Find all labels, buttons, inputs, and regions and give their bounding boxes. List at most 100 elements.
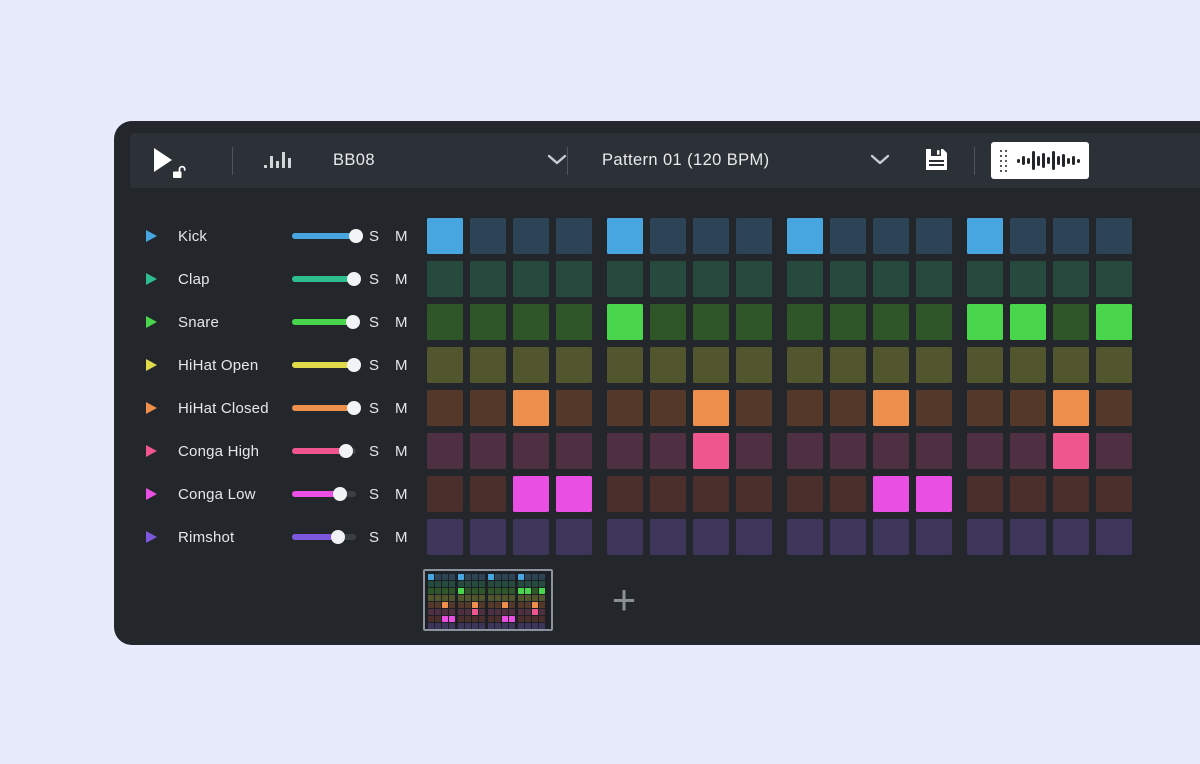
volume-thumb[interactable] xyxy=(347,358,361,372)
volume-thumb[interactable] xyxy=(331,530,345,544)
step-cell-13[interactable] xyxy=(967,218,1003,254)
step-cell-2[interactable] xyxy=(470,304,506,340)
step-cell-16[interactable] xyxy=(1096,433,1132,469)
volume-thumb[interactable] xyxy=(346,315,360,329)
step-cell-15[interactable] xyxy=(1053,390,1089,426)
step-cell-12[interactable] xyxy=(916,218,952,254)
step-cell-9[interactable] xyxy=(787,261,823,297)
step-cell-14[interactable] xyxy=(1010,218,1046,254)
step-cell-16[interactable] xyxy=(1096,218,1132,254)
step-cell-2[interactable] xyxy=(470,347,506,383)
volume-thumb[interactable] xyxy=(339,444,353,458)
volume-slider[interactable] xyxy=(292,401,361,415)
step-cell-15[interactable] xyxy=(1053,433,1089,469)
step-cell-4[interactable] xyxy=(556,218,592,254)
step-cell-1[interactable] xyxy=(427,390,463,426)
volume-slider[interactable] xyxy=(292,229,363,243)
step-cell-13[interactable] xyxy=(967,390,1003,426)
solo-button[interactable]: S xyxy=(369,227,380,245)
step-cell-1[interactable] xyxy=(427,476,463,512)
volume-slider[interactable] xyxy=(292,487,356,501)
mute-button[interactable]: M xyxy=(395,356,408,374)
kit-selector[interactable]: BB08 xyxy=(263,146,567,175)
step-cell-11[interactable] xyxy=(873,519,909,555)
step-cell-14[interactable] xyxy=(1010,476,1046,512)
mute-button[interactable]: M xyxy=(395,442,408,460)
mute-button[interactable]: M xyxy=(395,313,408,331)
step-cell-15[interactable] xyxy=(1053,476,1089,512)
step-cell-14[interactable] xyxy=(1010,304,1046,340)
step-cell-7[interactable] xyxy=(693,476,729,512)
step-cell-1[interactable] xyxy=(427,519,463,555)
volume-thumb[interactable] xyxy=(347,401,361,415)
step-cell-9[interactable] xyxy=(787,519,823,555)
step-cell-12[interactable] xyxy=(916,390,952,426)
step-cell-5[interactable] xyxy=(607,433,643,469)
step-cell-6[interactable] xyxy=(650,304,686,340)
step-cell-2[interactable] xyxy=(470,218,506,254)
step-cell-14[interactable] xyxy=(1010,390,1046,426)
step-cell-7[interactable] xyxy=(693,390,729,426)
step-cell-13[interactable] xyxy=(967,519,1003,555)
step-cell-14[interactable] xyxy=(1010,261,1046,297)
volume-thumb[interactable] xyxy=(333,487,347,501)
step-cell-1[interactable] xyxy=(427,261,463,297)
step-cell-7[interactable] xyxy=(693,218,729,254)
solo-button[interactable]: S xyxy=(369,313,380,331)
step-cell-2[interactable] xyxy=(470,433,506,469)
step-cell-9[interactable] xyxy=(787,218,823,254)
step-cell-16[interactable] xyxy=(1096,390,1132,426)
step-cell-5[interactable] xyxy=(607,304,643,340)
step-cell-8[interactable] xyxy=(736,390,772,426)
step-cell-9[interactable] xyxy=(787,304,823,340)
step-cell-13[interactable] xyxy=(967,433,1003,469)
step-cell-13[interactable] xyxy=(967,347,1003,383)
step-cell-11[interactable] xyxy=(873,261,909,297)
step-cell-13[interactable] xyxy=(967,476,1003,512)
volume-slider[interactable] xyxy=(292,530,356,544)
step-cell-15[interactable] xyxy=(1053,304,1089,340)
solo-button[interactable]: S xyxy=(369,399,380,417)
step-cell-11[interactable] xyxy=(873,390,909,426)
step-cell-4[interactable] xyxy=(556,433,592,469)
step-cell-5[interactable] xyxy=(607,218,643,254)
step-cell-14[interactable] xyxy=(1010,433,1046,469)
step-cell-12[interactable] xyxy=(916,433,952,469)
step-cell-4[interactable] xyxy=(556,476,592,512)
volume-slider[interactable] xyxy=(292,444,356,458)
step-cell-9[interactable] xyxy=(787,433,823,469)
step-cell-16[interactable] xyxy=(1096,261,1132,297)
step-cell-3[interactable] xyxy=(513,304,549,340)
step-cell-5[interactable] xyxy=(607,390,643,426)
pattern-thumbnail[interactable] xyxy=(423,569,553,631)
step-cell-11[interactable] xyxy=(873,433,909,469)
step-cell-12[interactable] xyxy=(916,347,952,383)
step-cell-10[interactable] xyxy=(830,519,866,555)
mute-button[interactable]: M xyxy=(395,399,408,417)
step-cell-3[interactable] xyxy=(513,390,549,426)
step-cell-1[interactable] xyxy=(427,347,463,383)
step-cell-5[interactable] xyxy=(607,347,643,383)
step-cell-6[interactable] xyxy=(650,261,686,297)
step-cell-7[interactable] xyxy=(693,304,729,340)
track-play-icon[interactable] xyxy=(146,230,157,242)
step-cell-1[interactable] xyxy=(427,304,463,340)
step-cell-2[interactable] xyxy=(470,390,506,426)
step-cell-10[interactable] xyxy=(830,347,866,383)
step-cell-8[interactable] xyxy=(736,476,772,512)
solo-button[interactable]: S xyxy=(369,528,380,546)
step-cell-3[interactable] xyxy=(513,519,549,555)
step-cell-10[interactable] xyxy=(830,218,866,254)
solo-button[interactable]: S xyxy=(369,442,380,460)
step-cell-15[interactable] xyxy=(1053,261,1089,297)
step-cell-13[interactable] xyxy=(967,261,1003,297)
step-cell-10[interactable] xyxy=(830,390,866,426)
step-cell-8[interactable] xyxy=(736,218,772,254)
step-cell-4[interactable] xyxy=(556,304,592,340)
step-cell-12[interactable] xyxy=(916,519,952,555)
step-cell-13[interactable] xyxy=(967,304,1003,340)
step-cell-14[interactable] xyxy=(1010,519,1046,555)
track-play-icon[interactable] xyxy=(146,402,157,414)
step-cell-10[interactable] xyxy=(830,476,866,512)
step-cell-2[interactable] xyxy=(470,476,506,512)
